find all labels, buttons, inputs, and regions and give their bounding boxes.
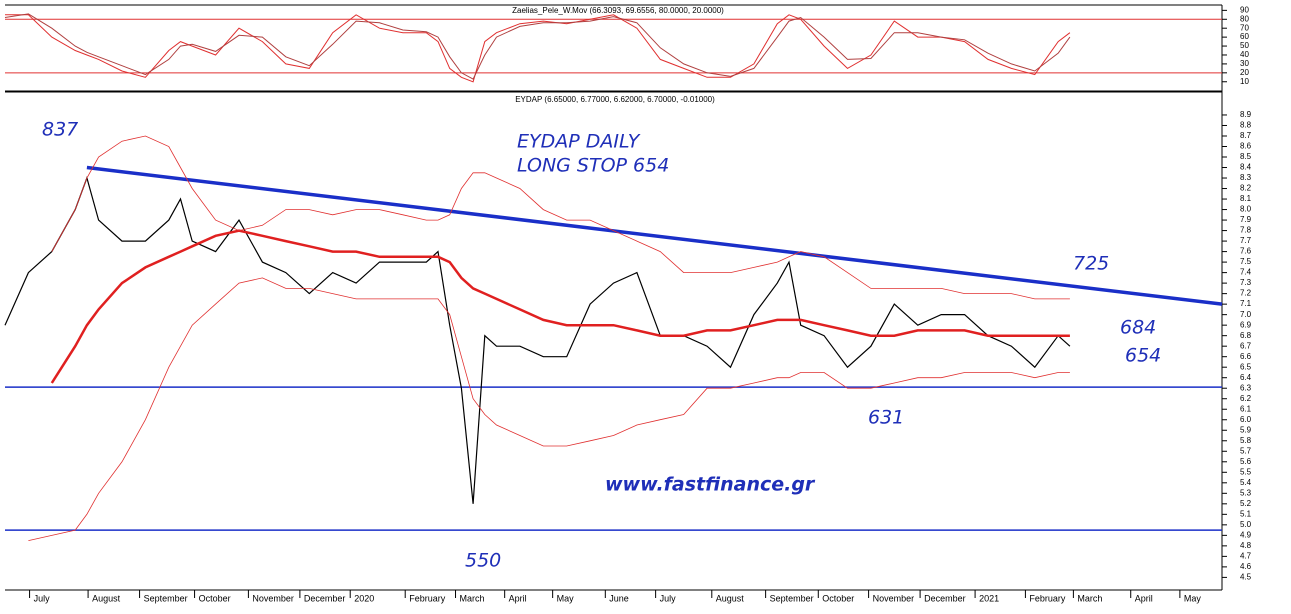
y-tick-label: 7.1 — [1240, 299, 1252, 308]
y-tick-label: 4.8 — [1240, 541, 1252, 550]
x-tick-label: 2020 — [354, 593, 374, 603]
y-tick-label: 6.4 — [1240, 373, 1252, 382]
y-tick-label: 6.1 — [1240, 404, 1252, 413]
annotation: 725 — [1073, 253, 1109, 275]
series-line — [51, 135, 1070, 300]
y-tick-label: 6.8 — [1240, 331, 1252, 340]
y-tick-label: 5.9 — [1240, 425, 1252, 434]
annotation: www.fastfinance.gr — [605, 474, 816, 496]
y-tick-label: 5.4 — [1240, 478, 1252, 487]
y-tick-label: 6.3 — [1240, 383, 1252, 392]
y-tick-label: 8.7 — [1240, 131, 1252, 140]
panel-title: EYDAP (6.65000, 6.77000, 6.62000, 6.7000… — [515, 95, 715, 104]
series-line — [4, 176, 1071, 504]
annotation: 684 — [1120, 317, 1156, 339]
y-tick-label: 5.1 — [1240, 509, 1252, 518]
series-line — [5, 14, 1071, 83]
y-tick-label: 6.6 — [1240, 352, 1252, 361]
x-tick-label: July — [34, 593, 51, 603]
y-tick-label: 5.5 — [1240, 467, 1252, 476]
x-tick-label: February — [409, 593, 446, 603]
y-tick-label: 8.2 — [1240, 184, 1252, 193]
annotation: 654 — [1125, 345, 1161, 367]
x-tick-label: May — [1184, 593, 1202, 603]
x-tick-label: April — [509, 593, 527, 603]
y-tick-label: 80 — [1240, 14, 1249, 23]
y-tick-label: 8.3 — [1240, 173, 1252, 182]
y-tick-label: 50 — [1240, 41, 1249, 50]
x-tick-label: May — [557, 593, 575, 603]
y-tick-label: 5.6 — [1240, 457, 1252, 466]
y-tick-label: 7.2 — [1240, 289, 1252, 298]
x-tick-label: August — [716, 593, 745, 603]
y-tick-label: 7.8 — [1240, 226, 1252, 235]
y-tick-label: 5.2 — [1240, 499, 1252, 508]
y-tick-label: 7.9 — [1240, 215, 1252, 224]
y-tick-label: 5.8 — [1240, 436, 1252, 445]
y-tick-label: 7.4 — [1240, 268, 1252, 277]
y-tick-label: 60 — [1240, 32, 1249, 41]
y-tick-label: 8.4 — [1240, 163, 1252, 172]
x-tick-label: September — [770, 593, 814, 603]
x-tick-label: August — [92, 593, 121, 603]
y-tick-label: 6.2 — [1240, 394, 1252, 403]
x-tick-label: March — [460, 593, 485, 603]
x-tick-label: February — [1029, 593, 1066, 603]
annotation: LONG STOP 654 — [517, 155, 669, 177]
y-tick-label: 6.5 — [1240, 362, 1252, 371]
x-tick-label: 2021 — [979, 593, 999, 603]
x-tick-label: July — [660, 593, 677, 603]
y-tick-label: 8.6 — [1240, 142, 1252, 151]
series-line — [50, 229, 1070, 384]
x-tick-label: September — [144, 593, 188, 603]
annotation: 550 — [465, 550, 501, 572]
y-tick-label: 4.9 — [1240, 530, 1252, 539]
x-tick-label: March — [1077, 593, 1102, 603]
y-tick-label: 6.0 — [1240, 415, 1252, 424]
annotation: 631 — [868, 407, 904, 429]
y-tick-label: 6.9 — [1240, 320, 1252, 329]
y-tick-label: 20 — [1240, 68, 1249, 77]
x-tick-label: October — [822, 593, 854, 603]
series-line — [4, 13, 1071, 80]
y-tick-label: 7.3 — [1240, 278, 1252, 287]
x-tick-label: April — [1135, 593, 1153, 603]
y-tick-label: 4.5 — [1240, 572, 1252, 581]
y-tick-label: 7.6 — [1240, 247, 1252, 256]
annotation: EYDAP DAILY — [517, 131, 641, 153]
y-tick-label: 7.7 — [1240, 236, 1252, 245]
y-tick-label: 5.0 — [1240, 520, 1252, 529]
x-tick-label: October — [199, 593, 231, 603]
y-tick-label: 6.7 — [1240, 341, 1252, 350]
series-line — [28, 277, 1070, 541]
y-tick-label: 7.5 — [1240, 257, 1252, 266]
y-tick-label: 8.5 — [1240, 152, 1252, 161]
y-tick-label: 4.7 — [1240, 551, 1252, 560]
x-tick-label: November — [873, 593, 915, 603]
y-tick-label: 8.9 — [1240, 110, 1252, 119]
y-tick-label: 90 — [1240, 5, 1249, 14]
annotation: 837 — [42, 119, 78, 141]
y-tick-label: 8.8 — [1240, 121, 1252, 130]
x-tick-label: December — [304, 593, 346, 603]
y-tick-label: 8.1 — [1240, 194, 1252, 203]
y-tick-label: 7.0 — [1240, 310, 1252, 319]
y-tick-label: 8.0 — [1240, 205, 1252, 214]
trendline — [86, 165, 1223, 306]
y-tick-label: 5.7 — [1240, 446, 1252, 455]
y-tick-label: 4.6 — [1240, 562, 1252, 571]
y-tick-label: 30 — [1240, 59, 1249, 68]
x-tick-label: November — [252, 593, 294, 603]
y-tick-label: 40 — [1240, 50, 1249, 59]
x-tick-label: June — [609, 593, 629, 603]
y-tick-label: 10 — [1240, 77, 1249, 86]
panel-title: Zaelias_Pele_W.Mov (66.3093, 69.6556, 80… — [512, 6, 724, 15]
y-tick-label: 70 — [1240, 23, 1249, 32]
y-tick-label: 5.3 — [1240, 488, 1252, 497]
x-tick-label: December — [924, 593, 966, 603]
